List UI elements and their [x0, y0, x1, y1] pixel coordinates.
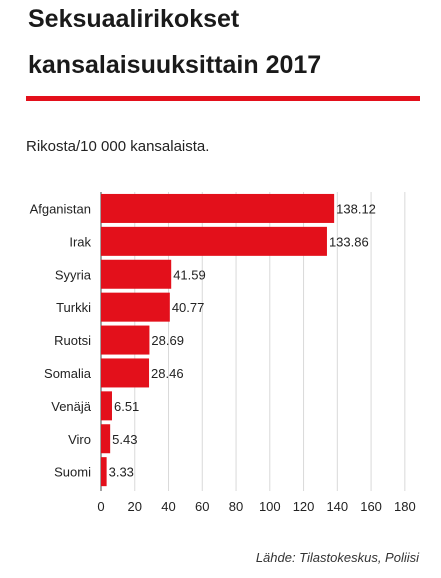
bar	[101, 358, 150, 388]
x-tick-label: 60	[195, 499, 209, 514]
category-label: Suomi	[54, 465, 91, 480]
category-label: Irak	[69, 234, 91, 249]
value-label: 40.77	[172, 300, 205, 315]
bottom-divider	[0, 573, 441, 578]
chart-title-line-2: kansalaisuuksittain 2017	[28, 51, 322, 79]
x-tick-label: 20	[128, 499, 142, 514]
bar	[101, 259, 172, 289]
x-tick-label: 100	[259, 499, 281, 514]
category-label: Turkki	[56, 300, 91, 315]
value-label: 28.46	[151, 366, 184, 381]
category-label: Somalia	[44, 366, 92, 381]
x-tick-label: 180	[394, 499, 416, 514]
category-label: Viro	[68, 432, 91, 447]
category-label: Afganistan	[30, 201, 91, 216]
x-tick-label: 40	[161, 499, 175, 514]
x-tick-label: 140	[326, 499, 348, 514]
bar	[101, 391, 112, 421]
bar	[101, 292, 170, 322]
bar	[101, 457, 107, 487]
source-note: Lähde: Tilastokeskus, Poliisi	[255, 550, 419, 565]
chart-subtitle: Rikosta/10 000 kansalaista.	[26, 138, 210, 155]
bar	[101, 325, 150, 355]
value-label: 28.69	[151, 333, 184, 348]
category-label: Venäjä	[51, 399, 92, 414]
value-label: 6.51	[114, 399, 139, 414]
x-tick-label: 80	[229, 499, 243, 514]
x-tick-label: 0	[97, 499, 104, 514]
value-label: 133.86	[329, 234, 369, 249]
value-label: 41.59	[173, 267, 206, 282]
value-label: 3.33	[109, 465, 134, 480]
value-label: 5.43	[112, 432, 137, 447]
title-underline-rule	[26, 96, 420, 101]
bar	[101, 226, 327, 256]
x-tick-label: 120	[293, 499, 315, 514]
category-label: Syyria	[55, 267, 92, 282]
value-label: 138.12	[336, 201, 376, 216]
category-label: Ruotsi	[54, 333, 91, 348]
chart-title-line-1: Seksuaalirikokset	[28, 5, 240, 33]
bar	[101, 193, 335, 223]
x-tick-label: 160	[360, 499, 382, 514]
bar	[101, 424, 111, 454]
